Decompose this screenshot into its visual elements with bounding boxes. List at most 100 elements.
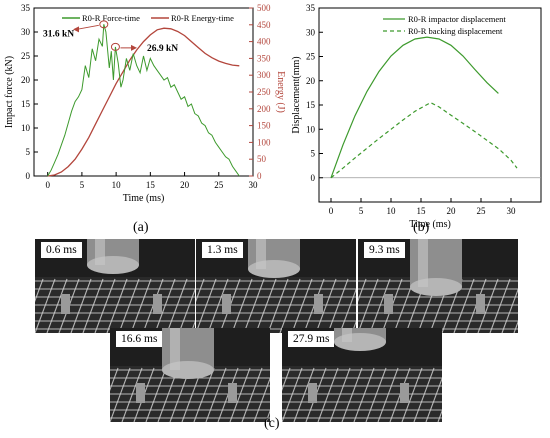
grid-line: [453, 278, 475, 333]
impactor-highlight: [418, 239, 428, 287]
y2-tick-label: 250: [257, 87, 271, 97]
y2-tick-label: 400: [257, 37, 271, 47]
y2-tick-label: 50: [257, 154, 267, 164]
x-tick-label: 20: [180, 180, 190, 190]
grid-line: [207, 278, 229, 333]
grid-line: [82, 278, 104, 333]
y2-tick-label: 300: [257, 70, 271, 80]
annotation-arrow: [76, 24, 99, 30]
y2-tick-label: 450: [257, 20, 271, 30]
y2-tick-label: 0: [257, 171, 262, 181]
grid-line: [477, 278, 499, 333]
grid-line: [70, 278, 92, 333]
photo-frame-4: 16.6 ms: [110, 328, 270, 422]
y2-tick-label: 350: [257, 53, 271, 63]
photo-image: [35, 239, 195, 333]
impactor-highlight: [170, 328, 180, 370]
grid-line: [241, 367, 263, 422]
grid-line: [291, 278, 313, 333]
grid-line: [327, 278, 349, 333]
series-line-backing: [330, 101, 518, 179]
grid-line: [265, 409, 270, 422]
support-post: [61, 294, 70, 314]
x-tick-label: 5: [80, 180, 85, 190]
series-line-energy: [47, 27, 240, 177]
grid-line: [282, 367, 303, 422]
photo-time-label: 16.6 ms: [116, 331, 163, 347]
grid-line: [339, 288, 356, 333]
grid-line: [229, 367, 251, 422]
grid-line: [358, 278, 379, 333]
annotation-arrowhead: [131, 44, 137, 51]
series-line-force: [47, 24, 240, 177]
y-tick-label: 5: [26, 147, 31, 157]
impactor-nose: [87, 256, 139, 274]
x-tick-label: 5: [359, 206, 364, 216]
grid-line: [358, 278, 367, 303]
y-tick-label: 25: [21, 51, 31, 61]
photo-time-label: 1.3 ms: [202, 242, 243, 258]
y-tick-label: 15: [306, 100, 316, 110]
impactor-highlight: [342, 328, 352, 342]
y-axis-label: Impact force (kN): [4, 56, 15, 128]
grid-line: [317, 367, 339, 422]
impactor-highlight: [256, 239, 266, 269]
x-tick-label: 15: [146, 180, 156, 190]
grid-line: [413, 367, 435, 422]
annotation-peak-label: 31.6 kN: [43, 29, 74, 39]
photo-time-label: 0.6 ms: [41, 242, 82, 258]
grid-line: [267, 278, 289, 333]
grid-line: [437, 409, 442, 422]
impactor-highlight: [95, 239, 105, 265]
x-tick-label: 0: [329, 206, 334, 216]
photo-image: [282, 328, 442, 422]
grid-line: [377, 367, 399, 422]
y-tick-label: 0: [311, 173, 316, 183]
grid-line: [130, 278, 152, 333]
grid-line: [196, 278, 205, 303]
y-tick-label: 25: [306, 52, 316, 62]
x-tick-label: 0: [45, 180, 50, 190]
grid-line: [365, 367, 387, 422]
photo-image: [110, 328, 270, 422]
grid-line: [282, 367, 291, 392]
support-post: [222, 294, 231, 314]
x-axis-label: Time (ms): [409, 219, 451, 230]
legend-label-force: R0-R Force-time: [82, 13, 140, 23]
grid-line: [329, 367, 351, 422]
y2-tick-label: 500: [257, 3, 271, 13]
grid-line: [178, 288, 195, 333]
grid-line: [106, 278, 128, 333]
series-line-impactor: [330, 36, 499, 179]
annotation-second-peak-label: 26.9 kN: [147, 44, 178, 54]
y-tick-label: 20: [306, 76, 316, 86]
y-tick-label: 30: [21, 27, 31, 37]
grid-line: [425, 377, 442, 422]
grid-line: [253, 377, 270, 422]
annotation-arrowhead: [73, 26, 79, 33]
grid-line: [35, 278, 44, 303]
y-tick-label: 15: [21, 99, 31, 109]
grid-line: [489, 278, 511, 333]
grid-line: [501, 288, 518, 333]
y-tick-label: 5: [311, 149, 316, 159]
x-axis-label: Time (ms): [123, 193, 165, 204]
panel-label-c: (c): [264, 416, 280, 431]
grid-line: [279, 278, 301, 333]
grid-line: [110, 367, 119, 392]
grid-line: [190, 320, 195, 333]
grid-line: [315, 278, 337, 333]
photo-frame-3: 9.3 ms: [358, 239, 518, 333]
grid-line: [341, 367, 363, 422]
photo-time-label: 27.9 ms: [288, 331, 335, 347]
impactor-nose: [334, 333, 386, 351]
y2-tick-label: 200: [257, 104, 271, 114]
grid-line: [243, 278, 265, 333]
support-post: [476, 294, 485, 314]
y-tick-label: 35: [21, 3, 31, 13]
x-tick-label: 30: [249, 180, 259, 190]
y2-axis-label: Energy (J): [275, 71, 285, 113]
grid-line: [166, 278, 188, 333]
panel-label-b: (b): [413, 220, 430, 235]
photo-frame-2: 1.3 ms: [196, 239, 356, 333]
